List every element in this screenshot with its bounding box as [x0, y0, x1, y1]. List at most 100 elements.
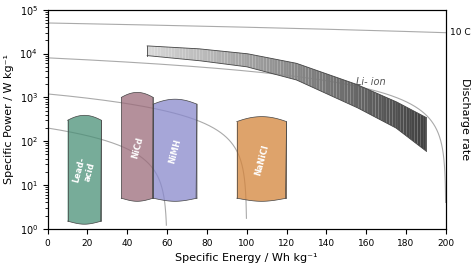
Polygon shape: [169, 47, 172, 58]
Polygon shape: [205, 49, 208, 62]
Polygon shape: [258, 56, 261, 70]
Polygon shape: [278, 60, 281, 76]
Polygon shape: [237, 117, 287, 201]
Polygon shape: [342, 79, 345, 102]
Polygon shape: [314, 69, 317, 89]
Polygon shape: [395, 101, 398, 129]
Polygon shape: [216, 50, 219, 63]
Text: 10 C: 10 C: [450, 28, 470, 37]
Text: NaNiCl: NaNiCl: [253, 143, 270, 176]
Polygon shape: [174, 47, 177, 58]
Polygon shape: [194, 48, 197, 60]
Polygon shape: [306, 66, 309, 85]
Polygon shape: [345, 80, 347, 103]
Polygon shape: [177, 48, 180, 59]
Polygon shape: [264, 57, 266, 72]
Polygon shape: [387, 97, 390, 125]
Polygon shape: [370, 90, 373, 116]
Polygon shape: [200, 49, 202, 61]
Polygon shape: [250, 54, 253, 68]
Polygon shape: [275, 59, 278, 75]
Polygon shape: [172, 47, 174, 58]
Polygon shape: [208, 50, 210, 62]
Text: Lead-
acid: Lead- acid: [72, 156, 97, 186]
Y-axis label: Specific Power / W kg⁻¹: Specific Power / W kg⁻¹: [4, 54, 14, 184]
Polygon shape: [378, 94, 381, 120]
Polygon shape: [401, 104, 403, 134]
Polygon shape: [244, 53, 247, 67]
Polygon shape: [373, 92, 375, 117]
Polygon shape: [367, 89, 370, 114]
Polygon shape: [292, 62, 294, 80]
Polygon shape: [191, 48, 194, 60]
Polygon shape: [319, 71, 322, 92]
Polygon shape: [152, 46, 155, 56]
Polygon shape: [362, 87, 365, 111]
Polygon shape: [347, 81, 350, 104]
Polygon shape: [68, 115, 101, 224]
X-axis label: Specific Energy / Wh kg⁻¹: Specific Energy / Wh kg⁻¹: [175, 253, 318, 263]
Polygon shape: [392, 100, 395, 128]
Polygon shape: [153, 99, 197, 201]
Polygon shape: [294, 63, 297, 80]
Polygon shape: [325, 73, 328, 94]
Polygon shape: [289, 62, 292, 79]
Polygon shape: [334, 76, 337, 98]
Y-axis label: Discharge rate: Discharge rate: [460, 78, 470, 160]
Polygon shape: [300, 65, 303, 83]
Polygon shape: [303, 65, 306, 84]
Polygon shape: [398, 103, 401, 132]
Polygon shape: [188, 48, 191, 60]
Polygon shape: [213, 50, 216, 63]
Polygon shape: [210, 50, 213, 62]
Polygon shape: [149, 46, 152, 56]
Polygon shape: [233, 52, 236, 65]
Polygon shape: [420, 115, 423, 149]
Polygon shape: [197, 49, 200, 61]
Polygon shape: [337, 77, 339, 99]
Polygon shape: [356, 84, 359, 108]
Polygon shape: [384, 96, 387, 123]
Polygon shape: [121, 92, 153, 201]
Text: NiMH: NiMH: [167, 138, 182, 164]
Polygon shape: [236, 53, 238, 66]
Polygon shape: [225, 51, 228, 64]
Polygon shape: [286, 61, 289, 78]
Polygon shape: [311, 68, 314, 88]
Polygon shape: [359, 85, 362, 110]
Polygon shape: [202, 49, 205, 61]
Polygon shape: [155, 46, 157, 57]
Polygon shape: [317, 70, 319, 91]
Polygon shape: [381, 95, 384, 122]
Polygon shape: [163, 47, 166, 57]
Polygon shape: [185, 48, 188, 60]
Polygon shape: [266, 57, 269, 73]
Polygon shape: [390, 99, 392, 126]
Polygon shape: [253, 55, 255, 69]
Polygon shape: [255, 55, 258, 70]
Polygon shape: [415, 112, 418, 144]
Polygon shape: [297, 64, 300, 82]
Polygon shape: [219, 51, 222, 64]
Polygon shape: [241, 53, 244, 66]
Polygon shape: [269, 58, 272, 73]
Polygon shape: [247, 54, 250, 68]
Polygon shape: [409, 109, 412, 140]
Polygon shape: [182, 48, 185, 59]
Polygon shape: [328, 74, 331, 96]
Polygon shape: [406, 107, 409, 138]
Polygon shape: [157, 46, 160, 57]
Polygon shape: [222, 51, 225, 64]
Polygon shape: [261, 56, 264, 71]
Text: Li- ion: Li- ion: [356, 77, 386, 87]
Polygon shape: [272, 58, 275, 74]
Polygon shape: [322, 72, 325, 93]
Polygon shape: [365, 88, 367, 113]
Polygon shape: [147, 46, 149, 56]
Polygon shape: [281, 60, 283, 76]
Polygon shape: [339, 78, 342, 101]
Polygon shape: [353, 83, 356, 107]
Polygon shape: [423, 116, 426, 151]
Polygon shape: [309, 68, 311, 87]
Polygon shape: [283, 61, 286, 77]
